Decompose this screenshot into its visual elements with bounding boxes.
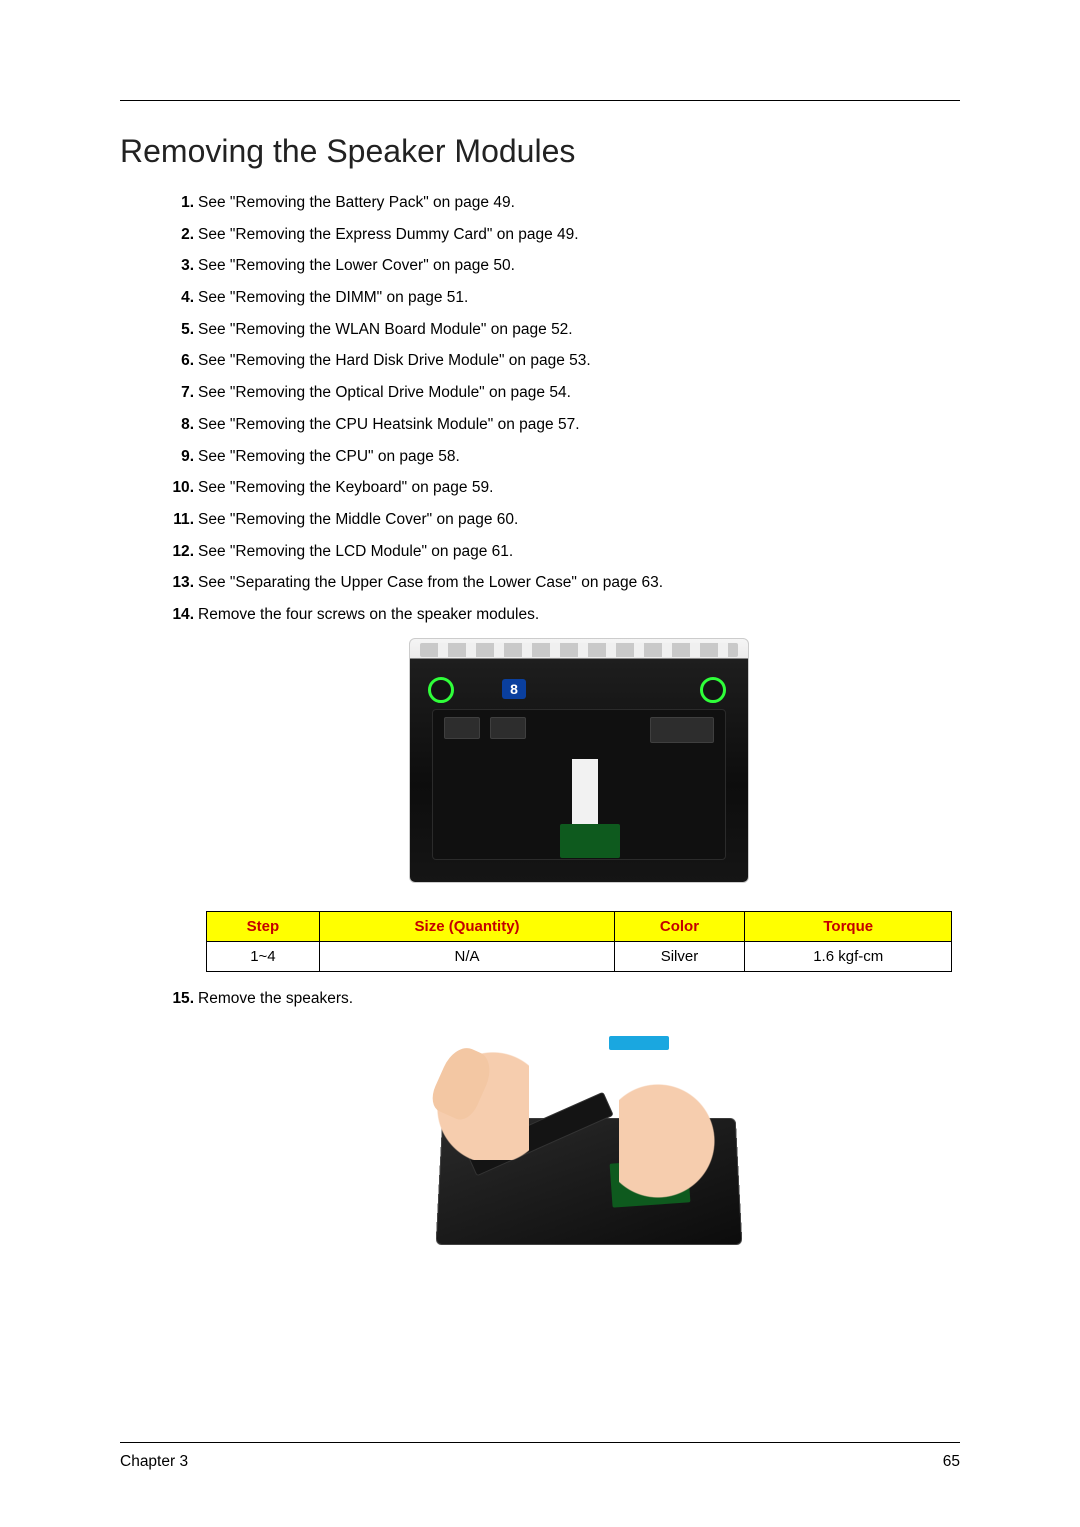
step-item: Remove the speakers.	[170, 988, 960, 1291]
figure-remove-speakers	[409, 1030, 749, 1275]
table-header: Color	[614, 912, 744, 942]
table-cell: Silver	[614, 942, 744, 972]
step-text: See "Removing the Keyboard" on page 59.	[198, 479, 493, 496]
figure-tape	[609, 1036, 669, 1050]
step-item: See "Removing the Hard Disk Drive Module…	[170, 350, 960, 372]
step-text: See "Removing the Battery Pack" on page …	[198, 194, 515, 211]
step-list: See "Removing the Battery Pack" on page …	[170, 192, 960, 1292]
figure-badge: 8	[502, 679, 526, 699]
step-text: Remove the speakers.	[198, 990, 353, 1007]
step-item: See "Removing the LCD Module" on page 61…	[170, 541, 960, 563]
step-item: Remove the four screws on the speaker mo…	[170, 604, 960, 972]
table-header: Size (Quantity)	[320, 912, 615, 942]
screw-table: Step Size (Quantity) Color Torque 1~4 N/…	[206, 911, 953, 972]
figure-pcb	[560, 824, 620, 858]
table-row: 1~4 N/A Silver 1.6 kgf-cm	[206, 942, 952, 972]
page-title: Removing the Speaker Modules	[120, 133, 960, 170]
hand-icon	[619, 1076, 749, 1206]
step-text: See "Removing the CPU Heatsink Module" o…	[198, 416, 580, 433]
figure-screw-locations: 8	[409, 638, 749, 883]
page-footer: Chapter 3 65	[120, 1442, 960, 1471]
step-text: See "Removing the Hard Disk Drive Module…	[198, 352, 591, 369]
step-text: See "Removing the LCD Module" on page 61…	[198, 543, 513, 560]
step-item: See "Removing the Optical Drive Module" …	[170, 382, 960, 404]
step-text: Remove the four screws on the speaker mo…	[198, 606, 539, 623]
figure-slot	[490, 717, 526, 739]
figure-slot	[650, 717, 714, 743]
table-header-row: Step Size (Quantity) Color Torque	[206, 912, 952, 942]
step-item: See "Separating the Upper Case from the …	[170, 572, 960, 594]
step-item: See "Removing the CPU" on page 58.	[170, 446, 960, 468]
step-text: See "Removing the WLAN Board Module" on …	[198, 321, 573, 338]
step-item: See "Removing the CPU Heatsink Module" o…	[170, 414, 960, 436]
step-text: See "Separating the Upper Case from the …	[198, 574, 663, 591]
chapter-label: Chapter 3	[120, 1453, 188, 1471]
table-cell: 1.6 kgf-cm	[745, 942, 952, 972]
bottom-rule	[120, 1442, 960, 1443]
top-rule	[120, 100, 960, 101]
step-text: See "Removing the CPU" on page 58.	[198, 448, 460, 465]
step-text: See "Removing the Lower Cover" on page 5…	[198, 257, 515, 274]
step-text: See "Removing the Middle Cover" on page …	[198, 511, 518, 528]
step-item: See "Removing the Lower Cover" on page 5…	[170, 255, 960, 277]
step-text: See "Removing the DIMM" on page 51.	[198, 289, 468, 306]
table-cell: 1~4	[206, 942, 320, 972]
table-header: Torque	[745, 912, 952, 942]
step-item: See "Removing the DIMM" on page 51.	[170, 287, 960, 309]
page-number: 65	[943, 1453, 960, 1471]
step-text: See "Removing the Optical Drive Module" …	[198, 384, 571, 401]
table-cell: N/A	[320, 942, 615, 972]
step-text: See "Removing the Express Dummy Card" on…	[198, 226, 579, 243]
step-item: See "Removing the Express Dummy Card" on…	[170, 224, 960, 246]
figure-slot	[444, 717, 480, 739]
step-item: See "Removing the Middle Cover" on page …	[170, 509, 960, 531]
step-item: See "Removing the Keyboard" on page 59.	[170, 477, 960, 499]
table-header: Step	[206, 912, 320, 942]
step-item: See "Removing the WLAN Board Module" on …	[170, 319, 960, 341]
figure-top-strip	[420, 643, 738, 657]
step-item: See "Removing the Battery Pack" on page …	[170, 192, 960, 214]
screw-marker-icon	[700, 677, 726, 703]
screw-marker-icon	[428, 677, 454, 703]
